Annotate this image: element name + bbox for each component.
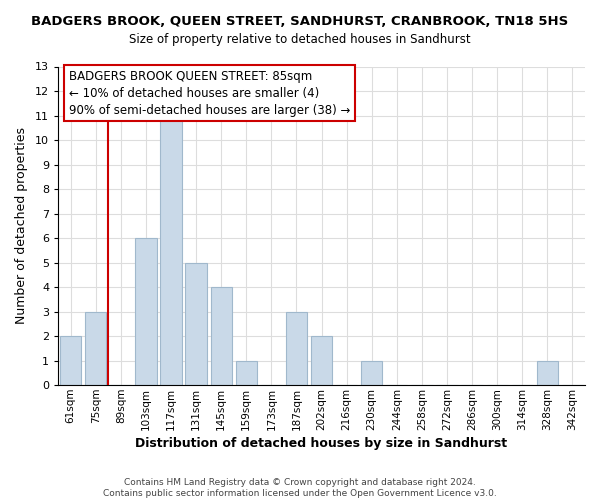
Bar [236,360,257,385]
X-axis label: Distribution of detached houses by size in Sandhurst: Distribution of detached houses by size … [136,437,508,450]
Text: BADGERS BROOK QUEEN STREET: 85sqm
← 10% of detached houses are smaller (4)
90% o: BADGERS BROOK QUEEN STREET: 85sqm ← 10% … [68,70,350,116]
Bar [361,360,382,385]
Bar [211,287,232,385]
Bar [160,116,182,385]
Bar [537,360,558,385]
Text: Size of property relative to detached houses in Sandhurst: Size of property relative to detached ho… [129,32,471,46]
Bar [85,312,106,385]
Bar [311,336,332,385]
Bar [135,238,157,385]
Bar [286,312,307,385]
Bar [185,262,207,385]
Bar [60,336,82,385]
Text: Contains HM Land Registry data © Crown copyright and database right 2024.
Contai: Contains HM Land Registry data © Crown c… [103,478,497,498]
Y-axis label: Number of detached properties: Number of detached properties [15,128,28,324]
Text: BADGERS BROOK, QUEEN STREET, SANDHURST, CRANBROOK, TN18 5HS: BADGERS BROOK, QUEEN STREET, SANDHURST, … [31,15,569,28]
